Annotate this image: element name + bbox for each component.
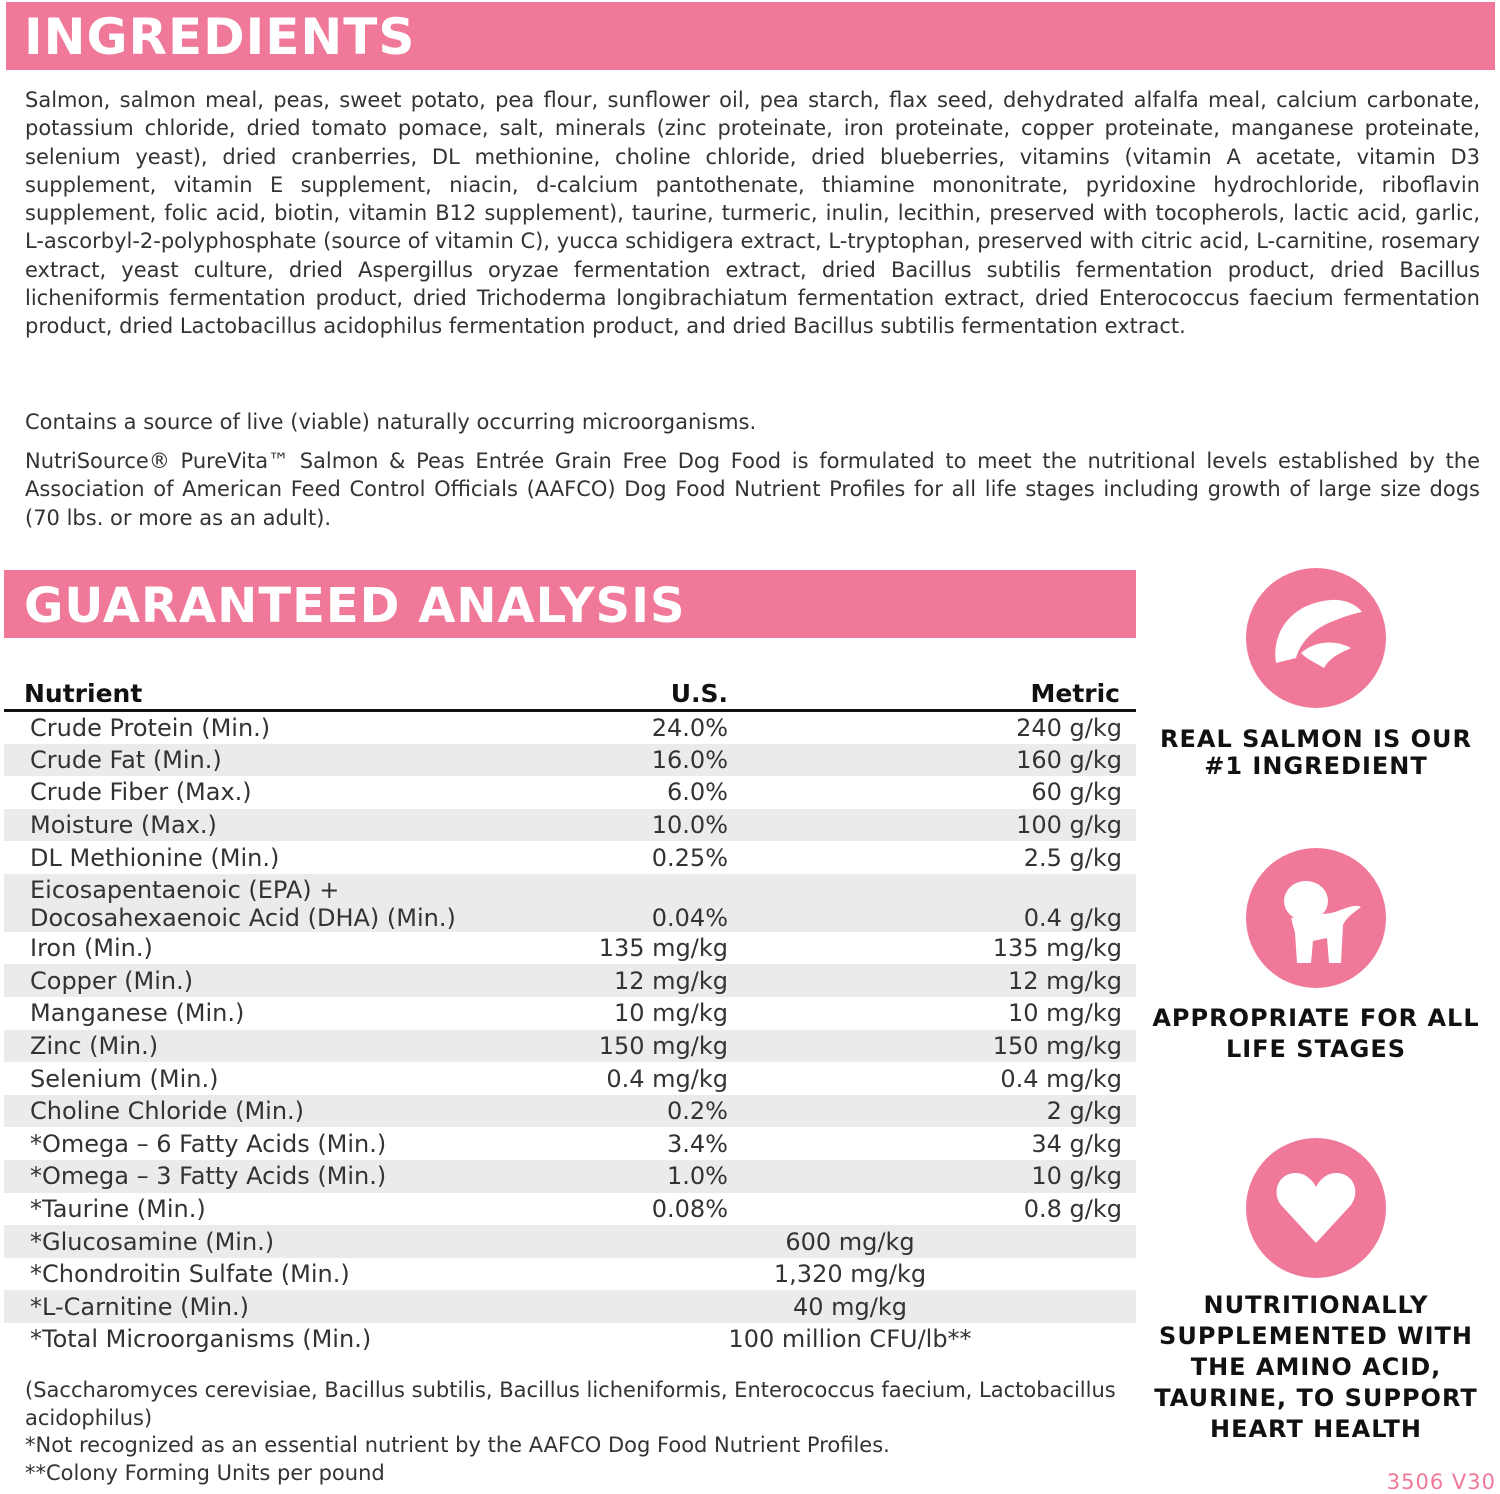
us-value: 10 mg/kg (614, 999, 728, 1028)
us-value: 3.4% (667, 1129, 728, 1158)
nutrient-name: DL Methionine (Min.) (30, 843, 280, 872)
footnote: **Colony Forming Units per pound (25, 1460, 385, 1485)
us-value: 0.4 mg/kg (606, 1064, 728, 1093)
nutrient-name: Choline Chloride (Min.) (4, 1094, 524, 1128)
us-value: 1.0% (524, 1160, 728, 1193)
table-row: *Chondroitin Sulfate (Min.) 1,320 mg/kg (4, 1258, 1136, 1291)
puppy-icon (1246, 848, 1386, 988)
analysis-table: Nutrient U.S. Metric Crude Protein (Min.… (4, 676, 1136, 1356)
table-row: Copper (Min.) 12 mg/kg 12 mg/kg (4, 964, 1136, 998)
metric-value: 10 g/kg (728, 1160, 1136, 1193)
table-row: *Glucosamine (Min.) 600 mg/kg (4, 1225, 1136, 1258)
table-header-row: Nutrient U.S. Metric (4, 676, 1136, 712)
feature-real-salmon: REAL SALMON IS OUR #1 INGREDIENT (1160, 725, 1472, 780)
us-value: 16.0% (524, 743, 728, 777)
combined-value: 1,320 mg/kg (773, 1260, 927, 1289)
heart-icon (1246, 1138, 1386, 1278)
footnotes: (Saccharomyces cerevisiae, Bacillus subt… (25, 1377, 1125, 1487)
metric-value: 0.4 mg/kg (1000, 1064, 1122, 1093)
metric-value: 60 g/kg (1031, 778, 1122, 807)
metric-value: 2 g/kg (728, 1094, 1136, 1128)
combined-value: 600 mg/kg (524, 1225, 1136, 1258)
metric-value: 0.8 g/kg (1023, 1194, 1122, 1223)
nutrient-name: Manganese (Min.) (30, 999, 245, 1028)
metric-value: 34 g/kg (1031, 1129, 1122, 1158)
us-value: 0.04% (524, 873, 728, 932)
table-row: Iron (Min.) 135 mg/kg 135 mg/kg (4, 932, 1136, 965)
nutrient-name: *Chondroitin Sulfate (Min.) (30, 1260, 350, 1289)
nutrient-name: *Glucosamine (Min.) (4, 1225, 524, 1258)
us-value: 0.08% (651, 1194, 728, 1223)
metric-value: 160 g/kg (728, 743, 1136, 777)
metric-value: 100 g/kg (728, 808, 1136, 842)
microorganisms-statement: Contains a source of live (viable) natur… (25, 410, 757, 434)
table-row: Moisture (Max.) 10.0% 100 g/kg (4, 808, 1136, 842)
ingredients-header: INGREDIENTS (6, 2, 1495, 70)
us-value: 12 mg/kg (524, 964, 728, 998)
nutrient-name: *Omega – 6 Fatty Acids (Min.) (30, 1129, 387, 1158)
table-row: DL Methionine (Min.) 0.25% 2.5 g/kg (4, 841, 1136, 874)
aafco-statement: NutriSource® PureVita™ Salmon & Peas Ent… (25, 449, 1480, 530)
guaranteed-analysis-header: GUARANTEED ANALYSIS (4, 570, 1136, 638)
nutrient-column-header: Nutrient (4, 676, 524, 712)
table-row: Crude Protein (Min.) 24.0% 240 g/kg (4, 710, 1136, 744)
metric-column-header: Metric (728, 676, 1136, 712)
us-value: 0.2% (524, 1094, 728, 1128)
nutrient-name: Moisture (Max.) (4, 808, 524, 842)
nutrient-name: *Taurine (Min.) (30, 1194, 206, 1223)
table-row: *Omega – 3 Fatty Acids (Min.) 1.0% 10 g/kg (4, 1160, 1136, 1193)
us-value: 10.0% (524, 808, 728, 842)
table-row: *Taurine (Min.) 0.08% 0.8 g/kg (4, 1193, 1136, 1226)
us-value: 0.25% (651, 843, 728, 872)
nutrient-name: Crude Protein (Min.) (30, 713, 271, 742)
metric-value: 135 mg/kg (992, 934, 1122, 963)
metric-value: 0.4 g/kg (728, 873, 1136, 932)
footnote: *Not recognized as an essential nutrient… (25, 1433, 890, 1457)
table-row: *Omega – 6 Fatty Acids (Min.) 3.4% 34 g/kg (4, 1127, 1136, 1160)
table-row: Crude Fat (Min.) 16.0% 160 g/kg (4, 743, 1136, 777)
combined-value: 100 million CFU/lb** (728, 1325, 972, 1354)
us-column-header: U.S. (524, 676, 728, 712)
nutrient-name: *Omega – 3 Fatty Acids (Min.) (4, 1160, 524, 1193)
metric-value: 2.5 g/kg (1023, 843, 1122, 872)
nutrient-name: Copper (Min.) (4, 964, 524, 998)
feature-life-stages: APPROPRIATE FOR ALL LIFE STAGES (1152, 1004, 1480, 1063)
nutrient-name: *L-Carnitine (Min.) (4, 1290, 524, 1323)
product-code: 3506 V30 (1386, 1470, 1496, 1494)
salmon-icon (1246, 568, 1386, 708)
nutrient-name: *Total Microorganisms (Min.) (30, 1325, 372, 1354)
table-row: Choline Chloride (Min.) 0.2% 2 g/kg (4, 1094, 1136, 1128)
us-value: 6.0% (667, 778, 728, 807)
footnote: (Saccharomyces cerevisiae, Bacillus subt… (25, 1378, 1116, 1430)
nutrient-name: Selenium (Min.) (30, 1064, 219, 1093)
nutrient-name: Crude Fiber (Max.) (30, 778, 252, 807)
nutrient-name: Crude Fat (Min.) (4, 743, 524, 777)
nutrient-name: Eicosapentaenoic (EPA) + Docosahexaenoic … (4, 873, 524, 932)
us-value: 135 mg/kg (598, 934, 728, 963)
combined-value: 40 mg/kg (524, 1290, 1136, 1323)
nutrient-name: Iron (Min.) (30, 934, 153, 963)
ingredients-list: Salmon, salmon meal, peas, sweet potato,… (25, 88, 1480, 339)
feature-taurine: NUTRITIONALLY SUPPLEMENTED WITH THE AMIN… (1154, 1291, 1478, 1443)
metric-value: 150 mg/kg (728, 1029, 1136, 1063)
metric-value: 240 g/kg (1016, 713, 1122, 742)
table-row: Eicosapentaenoic (EPA) + Docosahexaenoic … (4, 873, 1136, 932)
table-row: Manganese (Min.) 10 mg/kg 10 mg/kg (4, 997, 1136, 1030)
us-value: 150 mg/kg (524, 1029, 728, 1063)
nutrient-name: Zinc (Min.) (4, 1029, 524, 1063)
us-value: 24.0% (651, 713, 728, 742)
table-row: Zinc (Min.) 150 mg/kg 150 mg/kg (4, 1029, 1136, 1063)
table-row: *Total Microorganisms (Min.) 100 million … (4, 1323, 1136, 1356)
metric-value: 10 mg/kg (1008, 999, 1122, 1028)
metric-value: 12 mg/kg (728, 964, 1136, 998)
table-row: *L-Carnitine (Min.) 40 mg/kg (4, 1290, 1136, 1323)
table-row: Selenium (Min.) 0.4 mg/kg 0.4 mg/kg (4, 1062, 1136, 1095)
table-row: Crude Fiber (Max.) 6.0% 60 g/kg (4, 776, 1136, 809)
